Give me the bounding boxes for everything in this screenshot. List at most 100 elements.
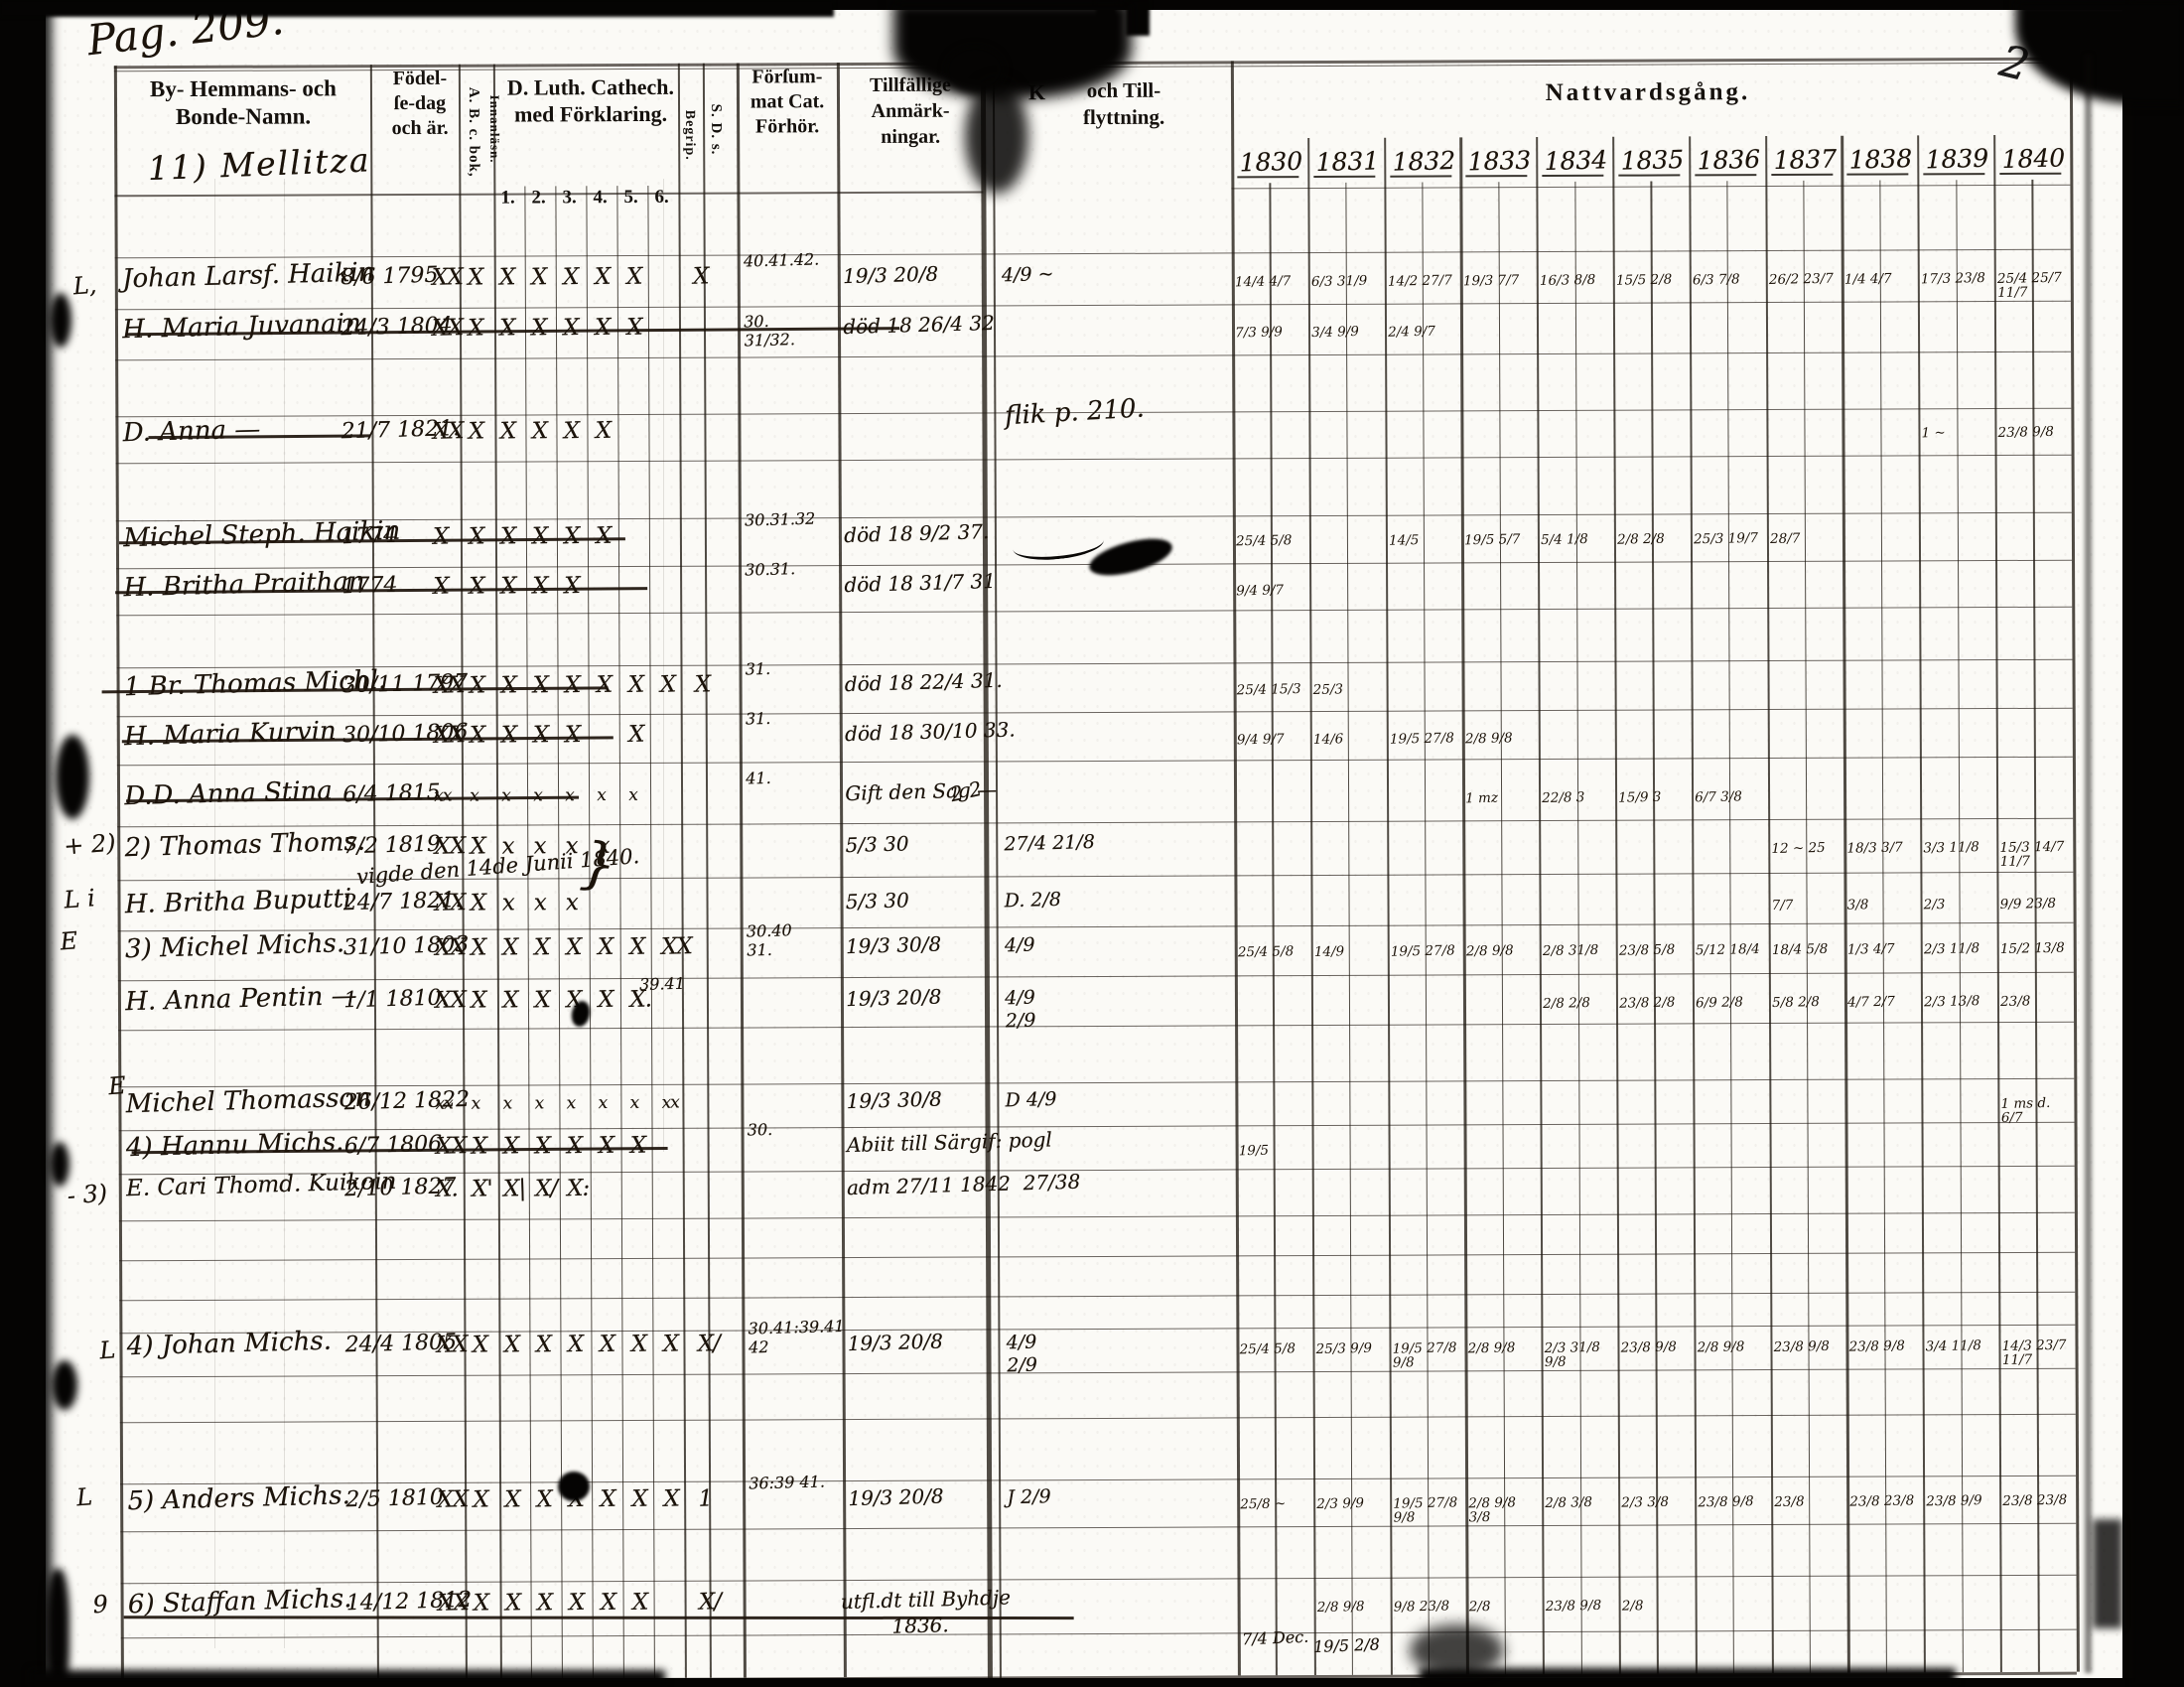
scan-edge-top-thick — [0, 0, 834, 17]
communion-entry: 25/4 5/8 — [1235, 532, 1293, 550]
margin-mark: E — [107, 1071, 127, 1101]
h-rule — [116, 606, 2073, 617]
communion-entry: 19/5 5/7 — [1464, 531, 1521, 549]
row-name: H. Maria Kurvin — [123, 716, 338, 753]
v-rule — [1383, 137, 1393, 1675]
communion-entry: 2/3 3/8 — [1621, 1493, 1670, 1511]
v-rule — [1269, 183, 1278, 1676]
row-name: D.D. Anna Stina — [123, 775, 334, 812]
communion-entry: 6/3 7/8 — [1692, 271, 1740, 289]
h-rule — [115, 511, 2072, 522]
communion-entry: 19/3 7/7 — [1463, 272, 1520, 290]
year-label: 1834 — [1544, 145, 1608, 177]
communion-entry: 23/8 23/8 — [2002, 1491, 2068, 1510]
year-label: 1831 — [1315, 146, 1380, 178]
communion-entry: 2/8 9/8 — [1465, 730, 1514, 748]
communion-entry: 19/5 27/8 — [1389, 730, 1454, 748]
communion-entry: 22/8 3 — [1542, 789, 1585, 807]
missed-exam-entry: 30. 31/32. — [743, 311, 796, 351]
communion-entry: 2/3 — [1923, 896, 1946, 914]
remark-entry: 19/3 20/8 — [842, 261, 939, 289]
communion-entry: 2/8 3/8 — [1545, 1493, 1593, 1512]
reading-mark-x: X — [597, 933, 614, 961]
communion-entry: 25/3 9/9 — [1315, 1339, 1372, 1358]
year-label: 1833 — [1467, 145, 1532, 177]
reading-mark-x: x — [628, 784, 638, 806]
reading-mark-x: XX — [435, 1133, 467, 1160]
abc-book-column-header: A. B. c. bok, — [465, 86, 482, 178]
cat-col-number: 3. — [562, 187, 577, 209]
missed-exam-entry: 30.31.32 — [744, 508, 816, 530]
year-underline — [1465, 175, 1528, 178]
reading-mark-x: x — [471, 1093, 480, 1114]
scan-edge-blot — [56, 735, 89, 819]
communion-entry: 7/3 9/9 — [1234, 324, 1284, 342]
communion-entry: 5/4 1/8 — [1541, 530, 1589, 549]
h-rule — [114, 248, 2071, 259]
reading-mark-x: X: — [566, 1175, 590, 1202]
reading-mark-x: X — [627, 721, 644, 749]
communion-entry: 6/9 2/8 — [1695, 994, 1743, 1012]
row-birthdate: 1774 — [341, 572, 398, 600]
communion-entry: 16/3 8/8 — [1539, 271, 1596, 290]
h-rule — [117, 817, 2074, 828]
communion-entry: 25/4 5/8 — [1237, 943, 1295, 961]
reading-mark-x: X — [467, 264, 483, 291]
row-name: Johan Larsf. Haikin — [121, 257, 375, 295]
reading-mark-x: X — [533, 934, 550, 961]
communion-entry: 2/8 2/8 — [1616, 530, 1665, 548]
migration-entry: 4/9 — [1004, 933, 1035, 957]
v-rule — [1688, 136, 1698, 1674]
migration-entry: 4/9 2/9 — [1004, 986, 1036, 1033]
communion-entry: 15/2 13/8 — [1999, 939, 2065, 958]
birthdate-column-header: Födel- ſe-dag och är. — [391, 67, 449, 140]
v-rule — [113, 66, 124, 1681]
reading-mark-x: XX — [436, 1332, 468, 1358]
missed-exam-entry: 36:39 41. — [749, 1472, 826, 1493]
reading-mark-x: x — [597, 784, 607, 806]
reading-mark-x: X — [503, 1332, 520, 1358]
reading-mark-x: X — [628, 933, 645, 961]
row-name: D. Anna — — [122, 414, 261, 449]
reading-mark-x: X — [531, 418, 548, 445]
reading-mark-x: x — [502, 1093, 512, 1114]
year-label: 1838 — [1848, 143, 1913, 175]
reading-mark-x: X — [565, 933, 582, 961]
v-rule — [1879, 180, 1888, 1673]
reading-mark-x: XX — [434, 833, 466, 860]
missed-exam-entry: 39.41 — [638, 973, 686, 994]
v-rule — [1345, 182, 1354, 1675]
sds-column-header: S. D. s. — [708, 103, 725, 156]
communion-entry: 2/3 11/8 — [1923, 940, 1980, 958]
note: flik p. 210. — [1004, 393, 1146, 432]
names-column-header: By- Hemmans- och Bonde-Namn. — [149, 75, 337, 130]
reading-mark-x: X — [662, 1331, 679, 1357]
reading-mark-x: X — [594, 263, 611, 291]
reading-mark-x: xx — [661, 1092, 680, 1113]
communion-entry: 2/8 9/8 — [1697, 1338, 1745, 1356]
v-rule — [1536, 137, 1546, 1675]
year-underline — [1313, 175, 1376, 179]
reading-mark-x: 1 — [698, 1485, 713, 1512]
year-label: 1830 — [1239, 146, 1303, 178]
h-rule — [117, 921, 2074, 932]
communion-entry: 23/8 9/8 — [1697, 1493, 1754, 1511]
book-gutter-shadow — [965, 79, 1028, 194]
scan-edge-blot — [50, 1142, 69, 1187]
scan-edge-bottom — [0, 1678, 2184, 1687]
v-rule — [1650, 181, 1659, 1674]
page-fold-line-right — [2085, 55, 2092, 1673]
communion-entry: 2/8 2/8 — [1543, 994, 1591, 1013]
reading-mark-x: X — [597, 986, 614, 1014]
communion-section-header: Nattvardsgång. — [1545, 78, 1751, 107]
reading-mark-x: X — [469, 573, 485, 600]
year-underline — [1237, 176, 1299, 179]
h-rule — [118, 1077, 2075, 1088]
communion-entry: 26/2 23/7 — [1768, 270, 1834, 289]
reading-mark-x: x — [598, 1092, 608, 1114]
communion-entry: 14/2 27/7 — [1387, 272, 1452, 290]
communion-entry: 23/8 9/8 — [1620, 1338, 1678, 1356]
communion-entry: 23/8 — [1773, 1493, 1805, 1511]
communion-entry: 2/8 9/8 — [1467, 1339, 1516, 1357]
remark-entry: adm 27/11 1842 27/38 — [846, 1169, 1081, 1200]
